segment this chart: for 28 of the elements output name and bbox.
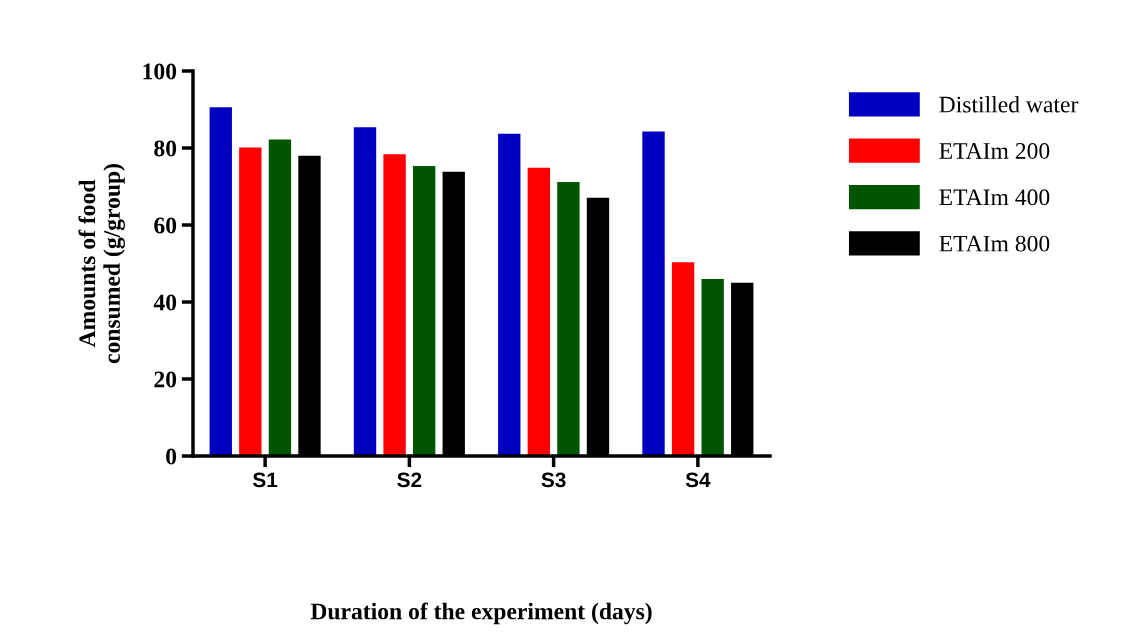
bar xyxy=(498,133,521,456)
bar xyxy=(671,262,695,456)
bar xyxy=(209,107,232,456)
bar xyxy=(527,167,551,456)
y-axis-title: Amounts of food consumed (g/group) xyxy=(78,164,125,364)
y-tick-label: 100 xyxy=(143,63,177,80)
bar xyxy=(557,181,580,456)
legend-label: Distilled water xyxy=(939,95,1079,113)
x-tick-label: S2 xyxy=(397,472,422,488)
x-tick-label: S4 xyxy=(685,472,711,488)
x-axis-title: Duration of the experiment (days) xyxy=(310,602,652,625)
x-tick-label: S3 xyxy=(541,472,566,488)
bar xyxy=(268,139,292,456)
y-tick-label: 80 xyxy=(154,140,177,157)
x-tick-label: S1 xyxy=(252,472,278,488)
bar xyxy=(239,147,262,456)
bar xyxy=(642,131,665,456)
bar xyxy=(701,278,724,456)
legend-label: ETAIm 200 xyxy=(939,142,1050,159)
legend-label: ETAIm 400 xyxy=(939,189,1050,206)
y-tick-label: 40 xyxy=(153,294,177,311)
bar xyxy=(383,154,406,456)
bar xyxy=(353,127,377,456)
y-tick-label: 60 xyxy=(154,217,177,234)
y-tick-label: 0 xyxy=(166,448,177,465)
y-tick-label: 20 xyxy=(154,371,177,388)
legend-label: ETAIm 800 xyxy=(939,235,1050,252)
bar xyxy=(412,166,436,456)
